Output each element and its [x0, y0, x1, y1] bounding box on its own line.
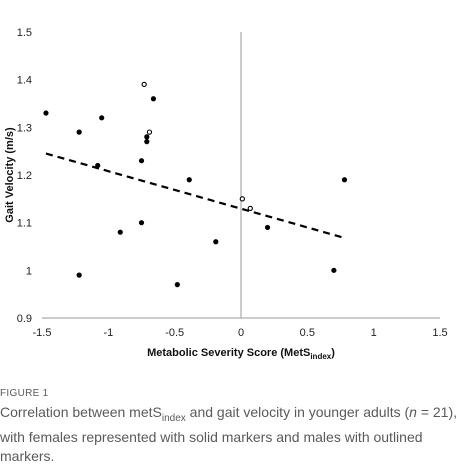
y-tick-label: 1.4 [17, 75, 32, 87]
x-tick-labels: -1.5 -1 -0.5 0 0.5 1 1.5 [33, 327, 448, 339]
figure-label: FIGURE 1 [0, 388, 49, 399]
y-tick-label: 0.9 [17, 313, 32, 325]
data-point-outlined [247, 205, 253, 212]
data-point-solid [144, 134, 150, 140]
caption-text-part-1: Correlation between metS [0, 404, 162, 420]
x-axis-title: Metabolic Severity Score (MetSindex) [147, 347, 335, 361]
y-tick-label: 1.5 [17, 27, 32, 39]
data-point-solid [76, 272, 82, 278]
data-point-solid [138, 220, 145, 226]
x-tick-label: -1 [103, 327, 113, 339]
data-points [43, 81, 348, 288]
data-point-solid [95, 162, 101, 169]
data-point-solid [213, 239, 219, 245]
caption-subscript: index [161, 412, 186, 424]
caption-text-part-3: = 21), with females represented with sol… [0, 404, 458, 464]
trendline [45, 152, 345, 239]
caption-text: Correlation between metSindex and gait v… [0, 403, 474, 466]
y-tick-labels: 0.9 1 1.1 1.2 1.3 1.4 1.5 [17, 27, 32, 325]
scatter-chart: 0.9 1 1.1 1.2 1.3 1.4 1.5 -1.5 -1 -0.5 0 0.5 1 1.5 G… [4, 27, 448, 361]
x-tick-label: -0.5 [165, 327, 184, 339]
x-axis-title-subscript: index [310, 352, 331, 361]
x-tick-label: 0 [238, 327, 244, 339]
x-tick-label: 0.5 [300, 327, 315, 339]
data-point-solid [150, 96, 157, 102]
data-point-solid [174, 282, 180, 288]
x-tick-label: 1 [371, 327, 377, 339]
data-point-outlined [141, 81, 147, 88]
caption-n: n [409, 404, 417, 420]
x-tick-label: -1.5 [33, 327, 52, 339]
data-point-solid [264, 224, 271, 231]
data-point-solid [331, 267, 337, 273]
x-tick-label: 1.5 [432, 327, 447, 339]
y-tick-label: 1 [26, 265, 32, 277]
caption-text-part-2: and gait velocity in younger adults ( [185, 404, 410, 420]
data-point-solid [186, 177, 192, 183]
y-tick-label: 1.3 [17, 122, 32, 134]
y-axis-title: Gait Velocity (m/s) [4, 127, 16, 223]
data-point-solid [99, 115, 105, 121]
axes [42, 32, 440, 319]
data-point-outlined [239, 196, 245, 202]
x-axis-title-main: Metabolic Severity Score (MetS [147, 347, 310, 359]
x-axis-title-close: ) [331, 347, 335, 359]
data-point-solid [138, 158, 145, 164]
data-point-solid [76, 129, 82, 135]
data-point-solid [341, 177, 348, 183]
data-point-outlined [146, 129, 153, 135]
data-point-solid [117, 229, 123, 235]
y-tick-label: 1.1 [17, 218, 32, 230]
y-tick-label: 1.2 [17, 170, 32, 182]
data-point-solid [43, 110, 49, 116]
data-point-solid [144, 139, 150, 145]
figure-caption: FIGURE 1 Correlation between metSindex a… [0, 388, 474, 466]
